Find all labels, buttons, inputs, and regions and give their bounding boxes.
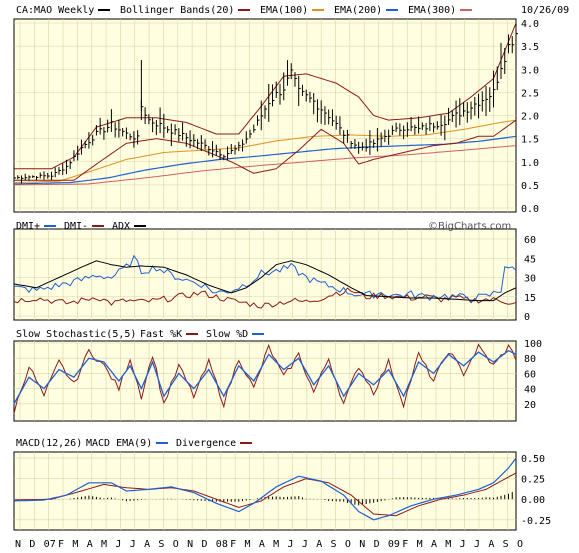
x-tick-label: M xyxy=(101,539,107,550)
dmi-y-tick: 60 xyxy=(524,235,536,246)
stoch-y-tick: 80 xyxy=(524,354,536,365)
macd-y-tick: 0.50 xyxy=(521,454,545,465)
price-legend-label: EMA(200) xyxy=(334,5,382,16)
stoch-legend-label: Fast %K xyxy=(140,329,182,340)
x-tick-label: A xyxy=(144,539,150,550)
x-tick-label: M xyxy=(273,539,279,550)
panel-2-plot-area xyxy=(13,340,517,422)
dmi-legend-label: DMI- xyxy=(64,221,88,232)
x-tick-label: N xyxy=(15,539,21,550)
x-tick-label: 08 xyxy=(216,539,228,550)
x-tick-label: J xyxy=(460,539,466,550)
x-tick-label: S xyxy=(331,539,337,550)
dmi-y-tick: 15 xyxy=(524,293,536,304)
x-tick-label: J xyxy=(115,539,121,550)
price-y-tick: 1.5 xyxy=(521,135,539,146)
stoch-y-tick: 60 xyxy=(524,369,536,380)
x-tick-label: J xyxy=(288,539,294,550)
macd-legend-label: MACD(12,26) xyxy=(16,438,82,449)
ema200-line xyxy=(14,135,517,185)
x-tick-label: 07 xyxy=(44,539,56,550)
price-legend-label: CA:MAO Weekly xyxy=(16,5,94,16)
x-tick-label: J xyxy=(130,539,136,550)
x-tick-label: A xyxy=(431,539,437,550)
ema100-line xyxy=(13,119,517,184)
dmi-legend-label: DMI+ xyxy=(16,221,40,232)
stoch-legend-label: Slow Stochastic(5,5) xyxy=(16,329,136,340)
x-tick-label: M xyxy=(445,539,451,550)
price-y-tick: 1.0 xyxy=(521,158,539,169)
dmi-legend-label: ADX xyxy=(112,221,130,232)
price-y-tick: 2.5 xyxy=(521,88,539,99)
x-tick-label: F xyxy=(58,539,64,550)
macd-y-tick: 0.00 xyxy=(521,495,545,506)
price-y-tick: 3.5 xyxy=(521,42,539,53)
macd-line xyxy=(13,457,517,521)
x-tick-label: D xyxy=(374,539,380,550)
x-tick-label: O xyxy=(345,539,351,550)
price-y-tick: 0.5 xyxy=(521,181,539,192)
macd-legend-label: Divergence xyxy=(176,438,236,449)
x-tick-label: S xyxy=(158,539,164,550)
stoch-legend-label: Slow %D xyxy=(206,329,248,340)
x-tick-label: M xyxy=(72,539,78,550)
date-label: 10/26/09 xyxy=(521,5,569,16)
dmi-plus-line xyxy=(13,254,517,302)
x-tick-label: A xyxy=(488,539,494,550)
x-tick-label: J xyxy=(302,539,308,550)
x-tick-label: N xyxy=(359,539,365,550)
x-tick-label: D xyxy=(29,539,35,550)
stoch-y-tick: 20 xyxy=(524,400,536,411)
panel-3-plot-area xyxy=(13,451,517,531)
price-y-tick: 3.0 xyxy=(521,65,539,76)
dmi-y-tick: 30 xyxy=(524,274,536,285)
dmi-y-tick: 0 xyxy=(524,312,530,323)
x-tick-label: D xyxy=(201,539,207,550)
x-tick-label: J xyxy=(474,539,480,550)
macd-legend-label: MACD EMA(9) xyxy=(86,438,152,449)
price-y-tick: 2.0 xyxy=(521,112,539,123)
macd-y-tick: -0.25 xyxy=(521,516,551,527)
price-legend-label: Bollinger Bands(20) xyxy=(120,5,234,16)
x-tick-label: A xyxy=(316,539,322,550)
x-tick-label: A xyxy=(87,539,93,550)
bollinger-lower-line xyxy=(14,119,517,181)
macd-y-tick: 0.25 xyxy=(521,475,545,486)
x-tick-label: M xyxy=(417,539,423,550)
bollinger-upper-line xyxy=(14,22,517,170)
x-tick-label: M xyxy=(244,539,250,550)
macd-ema-line xyxy=(14,472,517,517)
stoch-y-tick: 40 xyxy=(524,385,536,396)
x-tick-label: 09 xyxy=(388,539,400,550)
x-tick-label: N xyxy=(187,539,193,550)
x-tick-label: O xyxy=(517,539,523,550)
ema300-line xyxy=(13,145,517,186)
dmi-y-tick: 45 xyxy=(524,254,536,265)
fast-k-line xyxy=(13,343,517,414)
stoch-y-tick: 100 xyxy=(524,339,542,350)
price-y-tick: 4.0 xyxy=(521,19,539,30)
x-tick-label: O xyxy=(173,539,179,550)
x-tick-label: A xyxy=(259,539,265,550)
dmi-minus-line xyxy=(13,287,517,309)
slow-d-line xyxy=(13,349,517,405)
watermark: ©BigCharts.com xyxy=(428,221,511,232)
x-tick-label: F xyxy=(230,539,236,550)
x-tick-label: F xyxy=(402,539,408,550)
x-tick-label: S xyxy=(503,539,509,550)
adx-line xyxy=(13,260,517,302)
price-legend-label: EMA(300) xyxy=(408,5,456,16)
price-legend-label: EMA(100) xyxy=(260,5,308,16)
price-y-tick: 0.0 xyxy=(521,204,539,215)
